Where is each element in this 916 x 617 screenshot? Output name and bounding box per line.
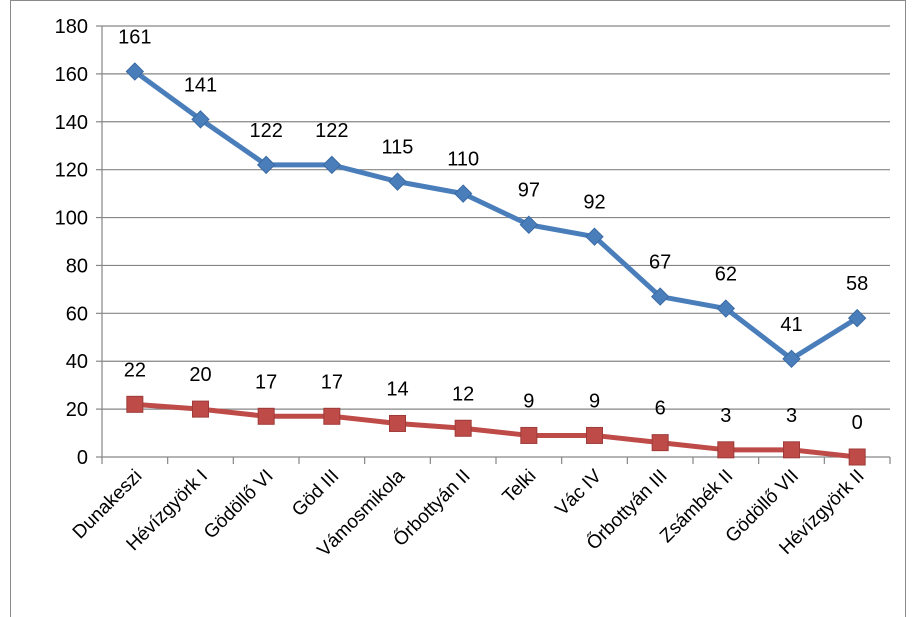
data-labels: 161 141 122 122 115 110 97 92 67 62 41 58 22 20 17 17 14… [118, 26, 868, 434]
data-point-marker [454, 419, 472, 437]
series-line [134, 401, 858, 460]
y-tick-label: 20 [66, 399, 88, 421]
series-line [133, 69, 859, 362]
data-point-marker [717, 441, 735, 459]
series-lines [125, 62, 867, 466]
data-point-marker [651, 434, 669, 452]
y-tick-label: 120 [55, 160, 88, 182]
y-tick-label: 60 [66, 303, 88, 325]
x-category-label: Vác IV [552, 465, 607, 520]
x-category-label: Göd III [288, 466, 343, 521]
x-category-label: Telki [499, 466, 541, 508]
y-tick-label: 0 [77, 447, 88, 469]
data-label: 14 [386, 378, 408, 400]
data-label: 17 [255, 371, 277, 393]
data-point-marker [847, 308, 867, 328]
data-label: 41 [780, 314, 802, 336]
data-point-marker [848, 448, 866, 466]
data-label: 9 [523, 390, 534, 412]
data-point-marker [782, 349, 801, 369]
data-label: 161 [118, 26, 151, 48]
data-label: 17 [321, 371, 343, 393]
y-tick-label: 160 [55, 64, 88, 86]
data-point-marker [585, 227, 604, 246]
y-tick-label: 40 [66, 351, 88, 373]
data-point-marker [257, 407, 275, 425]
data-label: 20 [189, 364, 211, 386]
data-point-marker [650, 287, 670, 306]
data-label: 110 [447, 149, 479, 171]
data-label: 22 [124, 359, 146, 381]
data-point-marker [256, 155, 276, 175]
y-tick-label: 180 [55, 16, 88, 38]
y-tick-label: 100 [55, 208, 88, 230]
y-tick-label: 80 [66, 255, 88, 277]
data-label: 3 [786, 405, 797, 427]
data-label: 6 [655, 398, 666, 420]
data-label: 62 [715, 264, 737, 286]
data-point-marker [125, 62, 145, 81]
axes: 020406080100120140160180DunakesziHévízgy… [55, 16, 891, 561]
data-label: 92 [583, 192, 605, 214]
data-label: 122 [315, 120, 348, 142]
data-point-marker [191, 110, 210, 129]
data-point-marker [520, 426, 538, 444]
chart-frame [10, 0, 906, 617]
data-label: 141 [184, 74, 217, 96]
data-point-marker [126, 395, 144, 413]
data-point-marker [322, 155, 342, 175]
x-category-label: Gödöllő VI [200, 466, 278, 544]
data-label: 97 [518, 180, 540, 202]
data-point-marker [716, 299, 736, 318]
data-label: 12 [452, 383, 474, 405]
data-point-marker [519, 215, 539, 234]
y-tick-label: 140 [55, 112, 88, 134]
data-label: 58 [846, 273, 868, 295]
data-label: 67 [649, 252, 671, 274]
gridlines [102, 25, 890, 410]
data-label: 0 [852, 412, 863, 434]
data-point-marker [586, 426, 603, 444]
data-point-marker [388, 172, 407, 191]
data-label: 115 [382, 137, 414, 159]
data-point-marker [192, 400, 209, 418]
data-point-marker [389, 414, 406, 432]
data-point-marker [453, 184, 473, 203]
data-label: 122 [249, 120, 282, 142]
data-label: 9 [589, 390, 600, 412]
data-label: 3 [720, 405, 731, 427]
data-point-marker [783, 441, 800, 459]
data-point-marker [323, 407, 341, 425]
